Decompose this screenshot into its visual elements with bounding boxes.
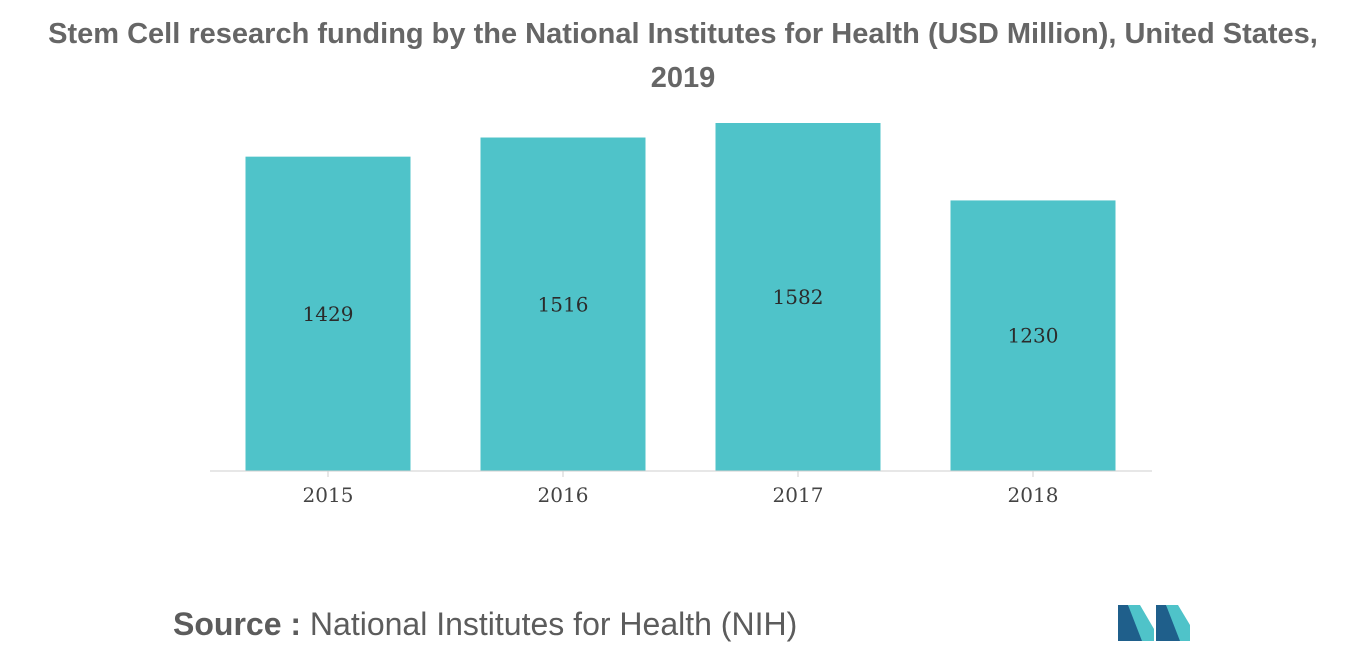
bars-group: 1429 1516 1582 1230 xyxy=(245,123,1116,472)
data-label-2016: 1516 xyxy=(538,292,589,316)
bar-2017 xyxy=(715,123,881,471)
mordor-intelligence-logo-icon xyxy=(1118,605,1190,641)
data-label-2015: 1429 xyxy=(303,302,354,326)
bar-2018 xyxy=(950,200,1116,472)
chart-title: Stem Cell research funding by the Nation… xyxy=(48,18,1318,94)
x-tick-label-2016: 2016 xyxy=(538,483,589,507)
data-label-2018: 1230 xyxy=(1008,324,1059,348)
bar-2016 xyxy=(480,137,646,472)
x-tick-label-2017: 2017 xyxy=(773,483,824,507)
bar-2015 xyxy=(245,156,411,471)
source-text: National Institutes for Health (NIH) xyxy=(309,606,798,642)
x-tick-label-2015: 2015 xyxy=(303,483,354,507)
x-ticks-group: 2015 2016 2017 2018 xyxy=(303,471,1059,507)
x-tick-label-2018: 2018 xyxy=(1008,483,1059,507)
bar-chart: 1429 1516 1582 1230 2015 2016 2017 2018 xyxy=(210,123,1152,507)
source-note: Source : National Institutes for Health … xyxy=(173,606,797,643)
source-label: Source : xyxy=(173,606,302,642)
data-label-2017: 1582 xyxy=(773,285,824,309)
